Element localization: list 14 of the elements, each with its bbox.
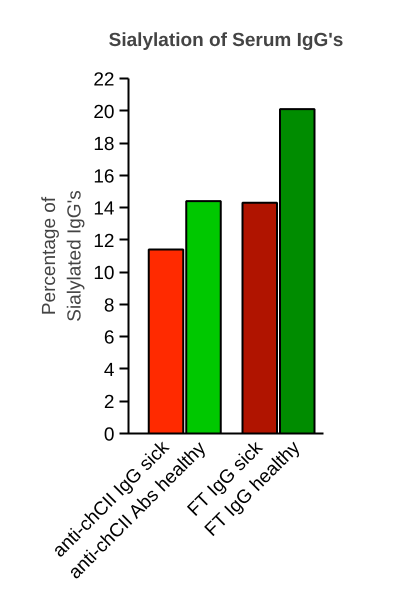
- y-tick-label: 10: [93, 263, 115, 284]
- y-tick-label: 8: [104, 295, 115, 316]
- y-tick-label: 18: [93, 134, 115, 156]
- y-tick-label: 22: [93, 70, 115, 90]
- y-tick-label: 2: [104, 392, 115, 414]
- y-tick-label: 16: [93, 166, 115, 188]
- y-tick-label: 4: [104, 360, 115, 381]
- y-tick-label: 6: [104, 328, 115, 349]
- y-axis-title: Percentage of Sialylated IgG's: [39, 190, 86, 322]
- y-tick-label: 0: [104, 424, 115, 446]
- y-tick-label: 12: [93, 230, 115, 252]
- chart-title: Sialylation of Serum IgG's: [108, 30, 344, 51]
- y-tick-label: 14: [93, 198, 115, 220]
- y-tick-label: 20: [93, 102, 115, 123]
